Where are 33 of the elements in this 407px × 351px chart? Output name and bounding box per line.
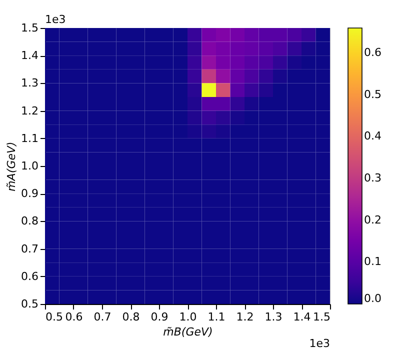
color-bar-label: 0.4 (364, 130, 382, 143)
y-tick-label: 1.5 (21, 22, 38, 34)
x-tick-label: 0.5 (46, 310, 63, 324)
x-tick-label: 1.3 (264, 310, 282, 324)
y-tick-label: 1.1 (21, 132, 38, 145)
y-tick-label: 0.5 (21, 298, 38, 310)
x-tick-label: 0.6 (65, 310, 83, 324)
x-tick-label: 1.0 (179, 310, 197, 324)
color-bar-label: 0.6 (364, 46, 382, 60)
x-tick-label: 1.4 (293, 310, 311, 324)
x-tick-label: 0.9 (150, 310, 168, 324)
y-tick-label: 0.6 (21, 270, 38, 283)
y-tick-label: 1.0 (21, 160, 38, 172)
x-tick-label: 1.1 (208, 310, 226, 324)
y-tick-label: 0.8 (21, 214, 38, 228)
y-tick-label: 1.4 (21, 49, 38, 62)
color-bar-label: 0.0 (364, 292, 382, 305)
x-tick-label: 1.2 (236, 310, 254, 324)
x-axis-title: m̃B(GeV) (163, 326, 213, 338)
y-tick-label: 1.3 (21, 76, 38, 90)
x-tick-label: 1.5 (313, 310, 330, 324)
y-tick-label: 1.2 (21, 104, 38, 118)
text: 1e3 (45, 13, 66, 26)
color-bar-label: 0.5 (364, 88, 382, 101)
x-tick-label: 0.8 (122, 310, 140, 324)
text: 1e3 (309, 337, 330, 350)
x-tick-label: 0.7 (94, 310, 112, 324)
y-axis-title: m̃A(GeV) (5, 142, 18, 192)
y-tick-label: 0.9 (21, 187, 38, 200)
color-bar-label: 0.3 (364, 172, 382, 185)
color-bar-label: 0.1 (364, 255, 382, 268)
y-tick-label: 0.7 (21, 242, 38, 256)
color-bar-label: 0.2 (364, 213, 382, 226)
